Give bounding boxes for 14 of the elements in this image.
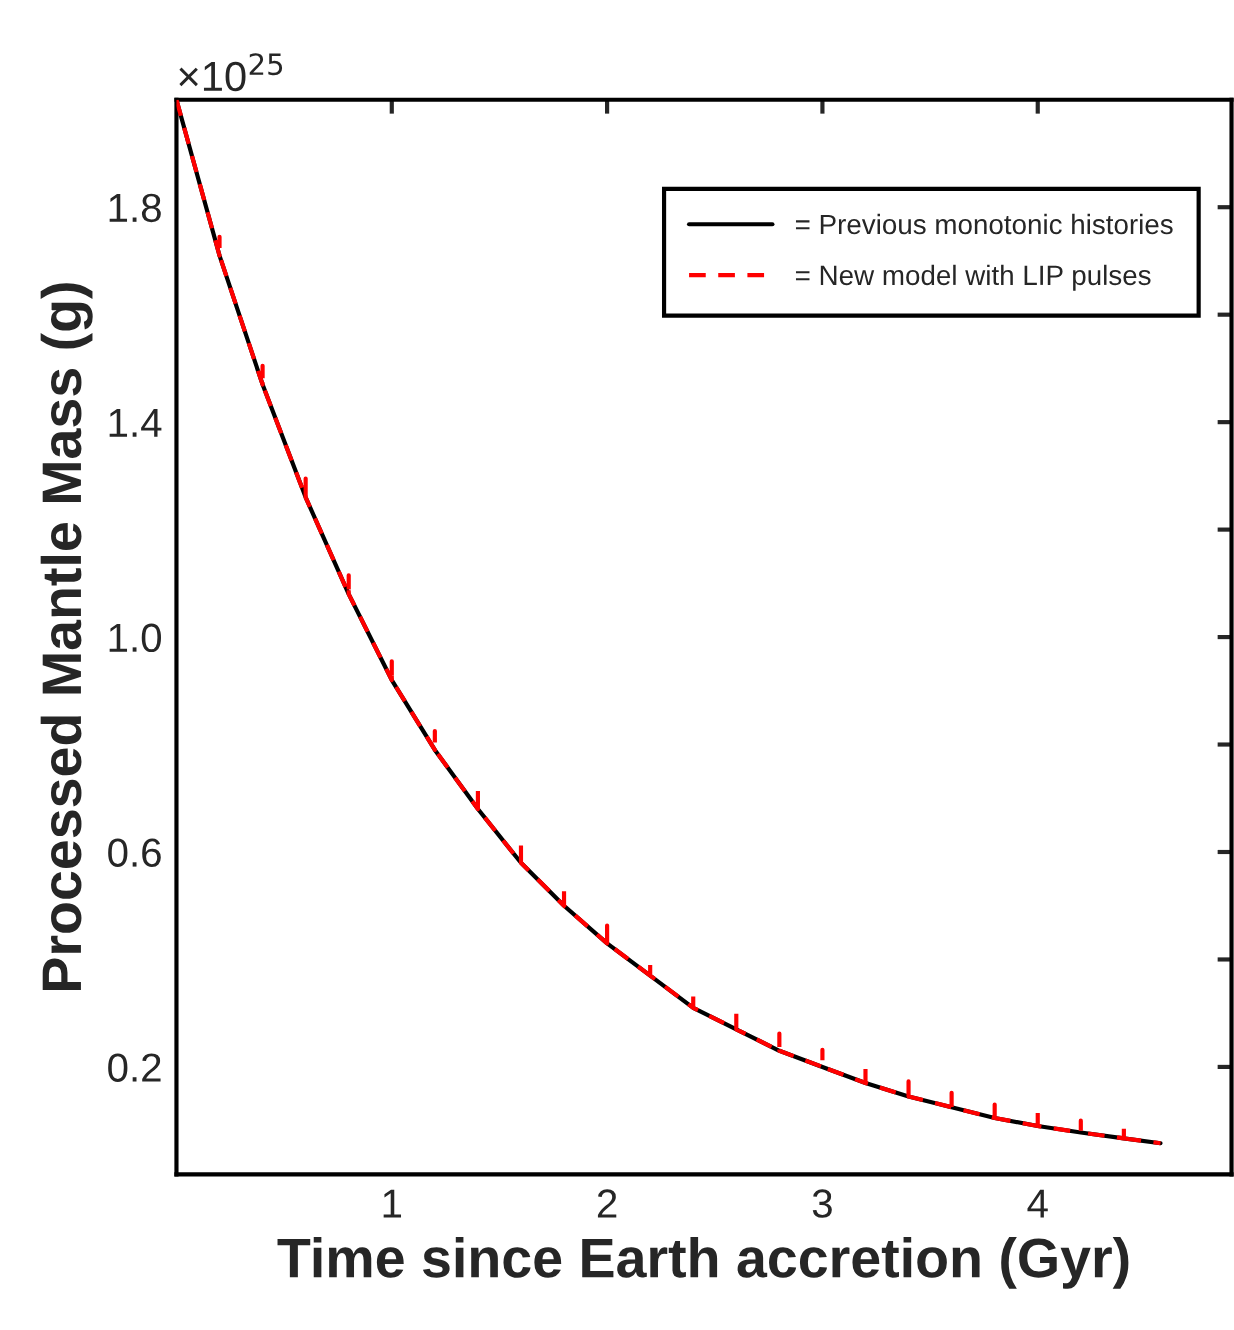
x-tick-label: 2: [597, 1189, 617, 1218]
y-tick-label: 1.8: [109, 193, 161, 223]
legend-label: = New model with LIP pulses: [795, 264, 1151, 291]
y-tick-label: 1.0: [109, 623, 161, 653]
text: ×10$^{25}$: [179, 53, 283, 92]
y-tick-label: 0.6: [108, 838, 161, 867]
x-tick-label: 4: [1027, 1189, 1048, 1218]
x-axis-title: Time since Earth accretion (Gyr): [277, 1236, 1129, 1289]
legend-label: = Previous monotonic histories: [795, 213, 1173, 235]
x-tick-label: 3: [812, 1189, 832, 1218]
y-axis-title: Processed Mantle Mass (g): [40, 283, 93, 990]
y-tick-label: 1.4: [109, 409, 162, 437]
x-tick-label: 1: [383, 1189, 402, 1218]
y-tick-label: 0.2: [108, 1053, 161, 1082]
